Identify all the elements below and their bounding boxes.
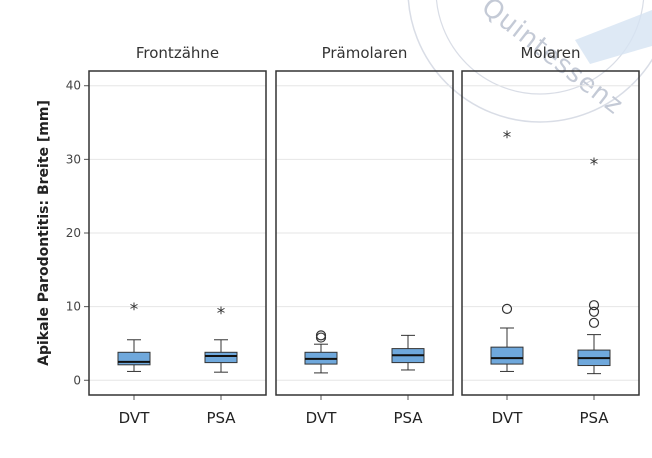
y-tick-label: 10 [66,300,81,314]
y-tick-label: 40 [66,79,81,93]
watermark-band [575,10,652,64]
extreme-point: * [590,155,599,175]
outlier-point [315,330,327,341]
box-psa: * [204,304,238,373]
category-label: DVT [492,409,524,427]
box-psa: * [577,155,611,375]
box-dvt: * [117,300,151,372]
iqr-box [204,351,238,364]
panel-frame [275,70,454,396]
outlier-point [315,332,327,343]
y-tick-label: 30 [66,152,81,166]
panel-frame [88,70,267,396]
iqr-box [490,346,524,365]
category-label: PSA [206,409,236,427]
box-dvt: * [490,128,524,372]
extreme-point: * [503,128,512,148]
outlier-point [588,306,600,317]
y-axis-title-group: Apikale Parodontitis: Breite [mm] [36,100,52,366]
panel-3: Molaren * DVT * PSA [461,44,640,427]
panel-1: Frontzähne * DVT * PSA [88,44,267,427]
box-dvt [304,330,338,374]
outlier-point [588,300,600,311]
panel-title: Frontzähne [136,44,219,62]
watermark-ring-inner [435,0,645,95]
y-axis-ticks: 0 10 20 30 40 [66,79,89,387]
category-label: DVT [306,409,338,427]
panel-title: Prämolaren [322,44,408,62]
panel-2: Prämolaren DVT PSA [275,44,454,427]
category-label: DVT [119,409,151,427]
panel-title: Molaren [520,44,580,62]
outlier-point [501,303,513,314]
iqr-box [117,351,151,366]
extreme-point: * [217,304,226,324]
watermark-ring-outer [407,0,652,123]
y-axis-title: Apikale Parodontitis: Breite [mm] [36,100,52,366]
category-label: PSA [579,409,609,427]
panel-frame [461,70,640,396]
extreme-point: * [130,300,139,320]
y-tick-label: 20 [66,226,81,240]
category-label: PSA [393,409,423,427]
y-tick-label: 0 [73,373,81,387]
box-psa [391,334,425,371]
outlier-point [588,317,600,328]
